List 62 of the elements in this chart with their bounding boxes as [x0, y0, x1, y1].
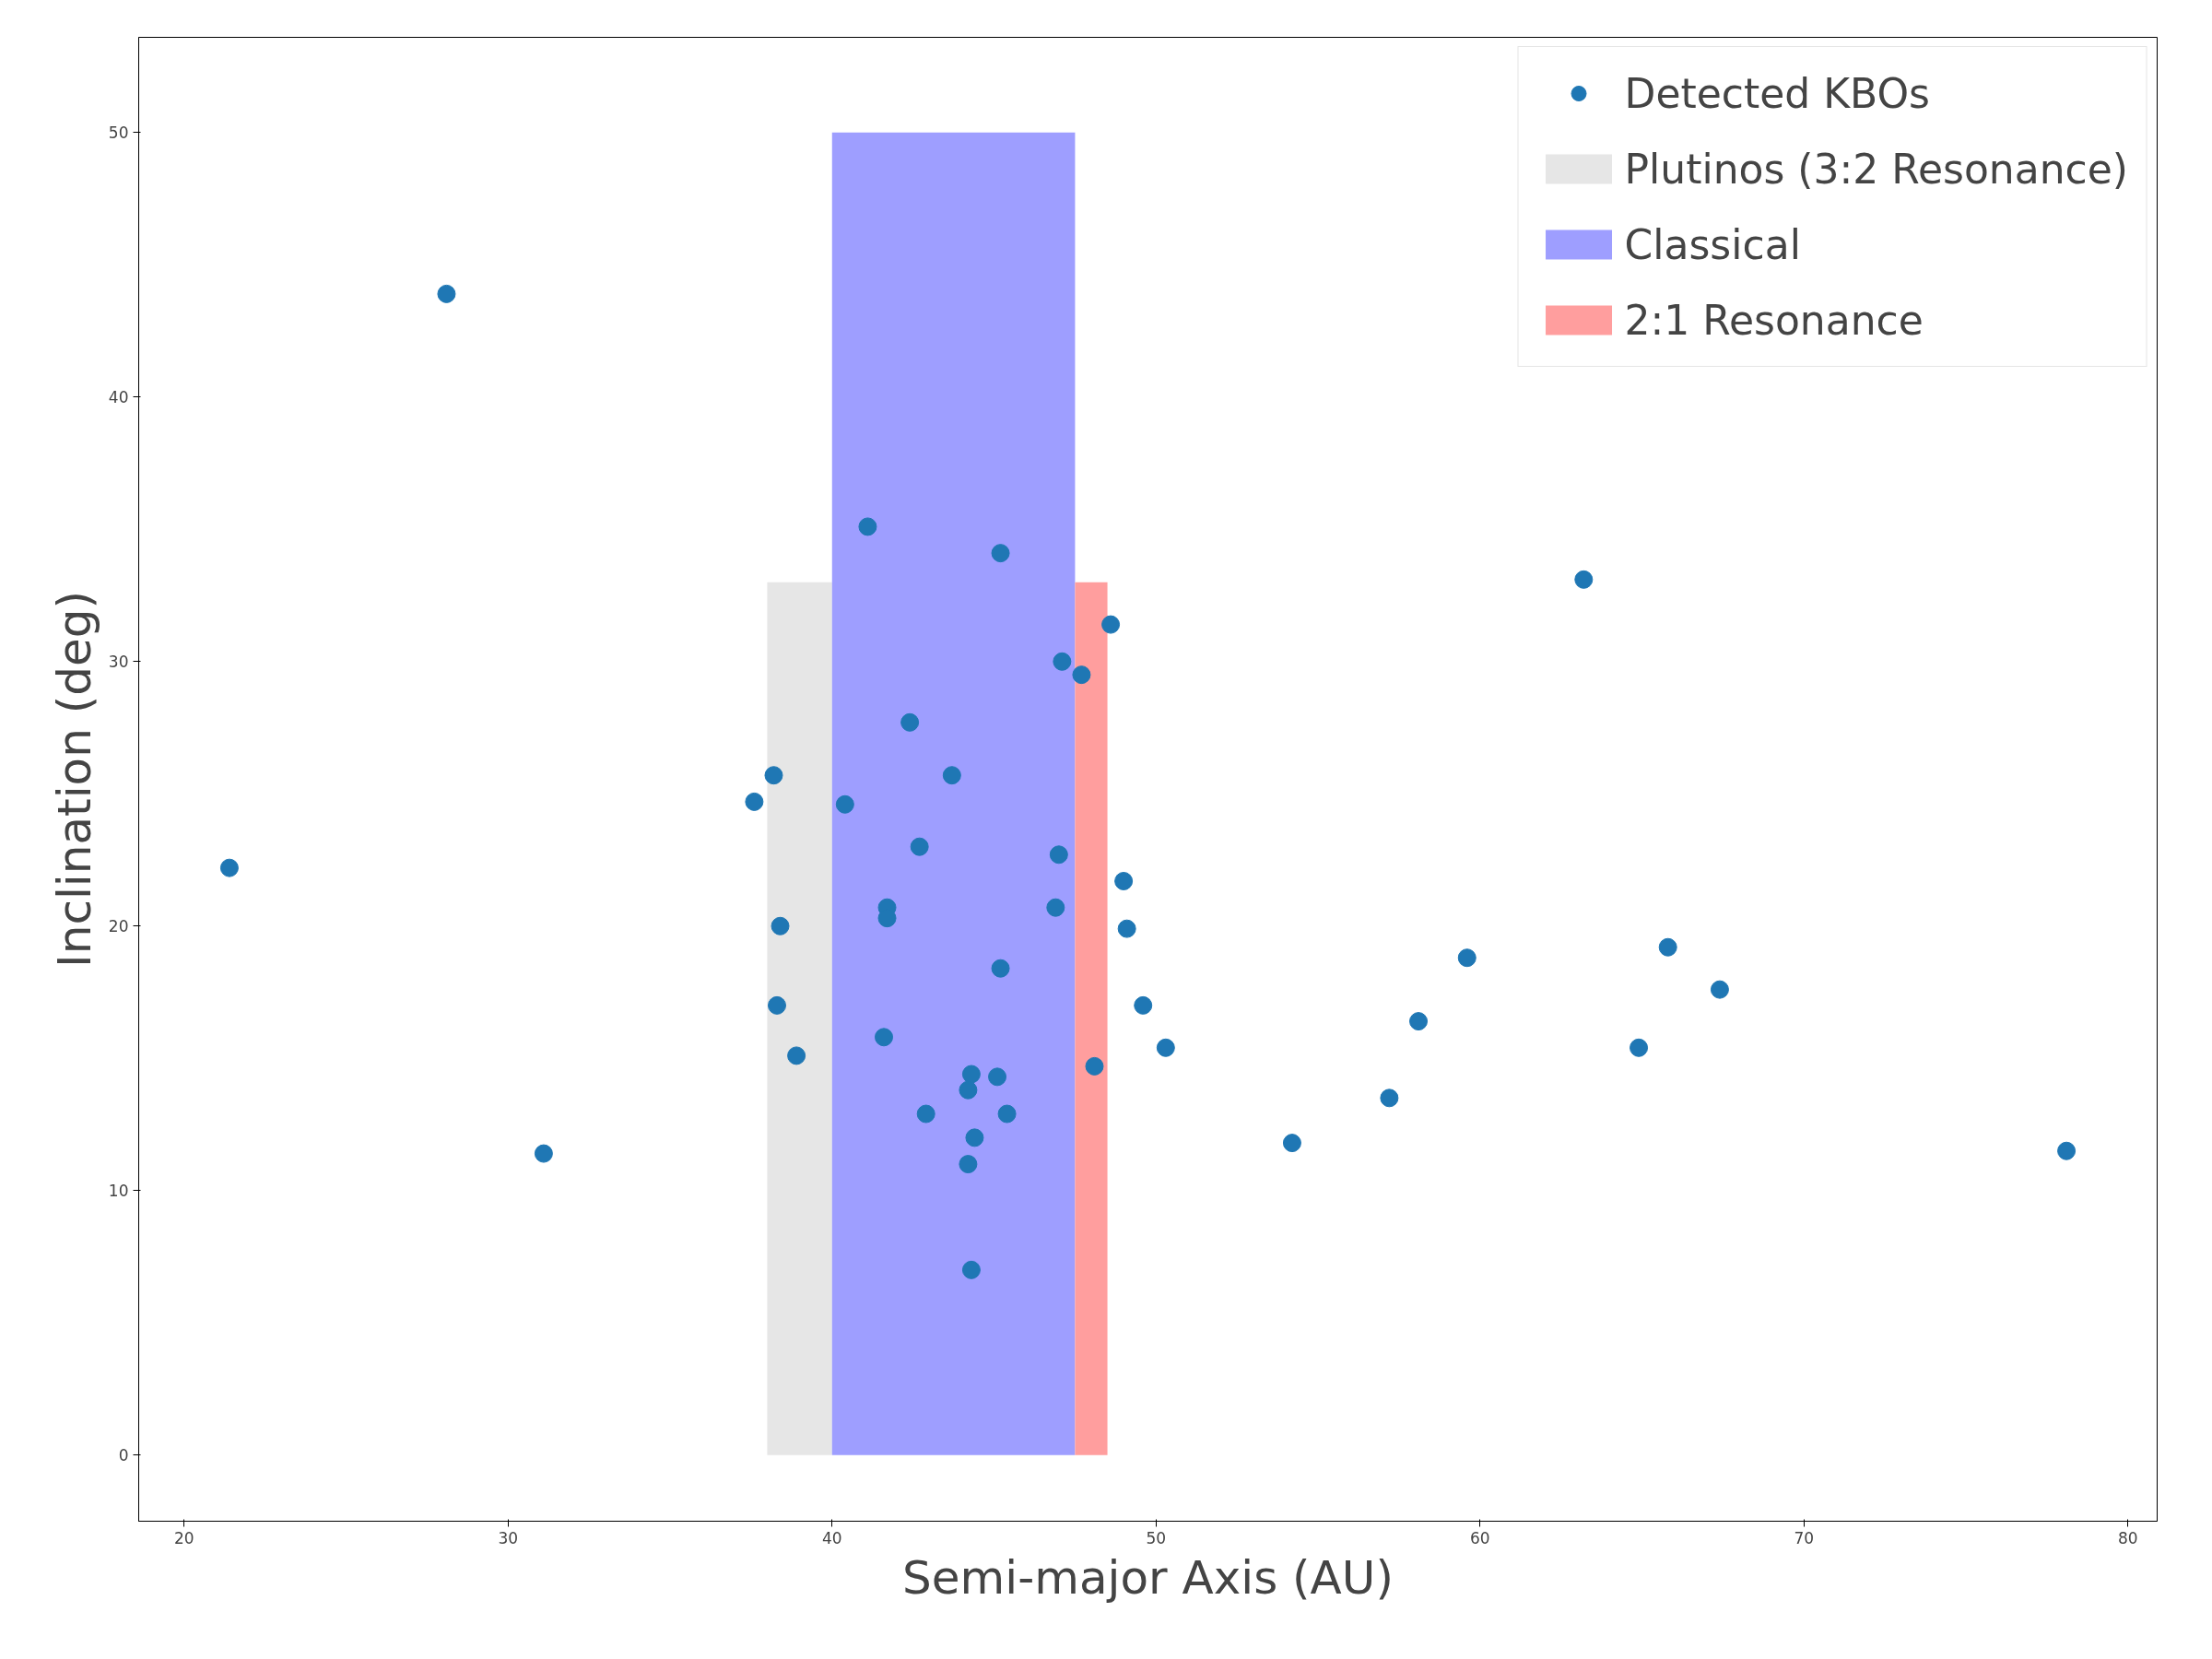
y-tick-label: 50	[108, 124, 129, 143]
point	[916, 1104, 935, 1124]
point	[1658, 937, 1677, 957]
legend-label: 2:1 Resonance	[1624, 295, 1924, 346]
point	[1457, 948, 1477, 968]
point	[1134, 995, 1153, 1015]
y-tick-label: 0	[118, 1446, 129, 1465]
x-tick-label: 70	[1794, 1528, 1815, 1547]
point	[1101, 615, 1121, 634]
point	[1049, 845, 1068, 865]
x-tick-label: 20	[173, 1528, 194, 1547]
point	[745, 792, 764, 811]
x-axis-title: Semi-major Axis (AU)	[902, 1550, 1394, 1605]
point	[1053, 652, 1072, 671]
point	[1117, 919, 1136, 938]
point	[900, 712, 920, 732]
point	[988, 1067, 1007, 1087]
point	[965, 1128, 984, 1147]
point	[959, 1155, 978, 1174]
point	[858, 517, 877, 536]
point	[787, 1046, 806, 1065]
point	[771, 916, 790, 935]
point	[1380, 1088, 1399, 1108]
point	[768, 995, 786, 1015]
point	[534, 1144, 553, 1163]
point	[1282, 1134, 1301, 1153]
y-tick-label: 30	[108, 653, 129, 672]
point	[1710, 980, 1729, 999]
y-tick-label: 10	[108, 1182, 129, 1201]
point	[219, 858, 239, 877]
x-tick-label: 60	[1470, 1528, 1490, 1547]
point	[910, 837, 929, 856]
x-tick-label: 40	[821, 1528, 842, 1547]
point	[1156, 1038, 1175, 1057]
x-tick-label: 80	[2118, 1528, 2138, 1547]
point	[961, 1260, 981, 1279]
point	[835, 794, 854, 814]
y-axis-title: Inclination (deg)	[47, 591, 101, 968]
y-tick-label: 20	[108, 917, 129, 936]
point	[1072, 665, 1091, 685]
point	[991, 959, 1010, 978]
point	[961, 1065, 981, 1084]
point	[875, 1028, 894, 1047]
point	[1630, 1038, 1649, 1057]
point	[1409, 1012, 1429, 1031]
point	[1574, 570, 1594, 589]
point	[1046, 898, 1065, 917]
x-tick-label: 50	[1146, 1528, 1167, 1547]
point	[2057, 1141, 2077, 1160]
legend-label: Plutinos (3:2 Resonance)	[1624, 144, 2128, 194]
y-tick-label: 40	[108, 388, 129, 407]
point	[1114, 872, 1134, 890]
point	[959, 1080, 978, 1100]
point	[991, 544, 1010, 563]
point	[437, 284, 456, 303]
point	[997, 1104, 1017, 1124]
point	[942, 766, 961, 785]
legend-label: Detected KBOs	[1624, 68, 1931, 119]
point	[1085, 1056, 1104, 1076]
x-tick-label: 30	[498, 1528, 519, 1547]
point	[764, 766, 783, 785]
legend-label: Classical	[1624, 219, 1801, 270]
